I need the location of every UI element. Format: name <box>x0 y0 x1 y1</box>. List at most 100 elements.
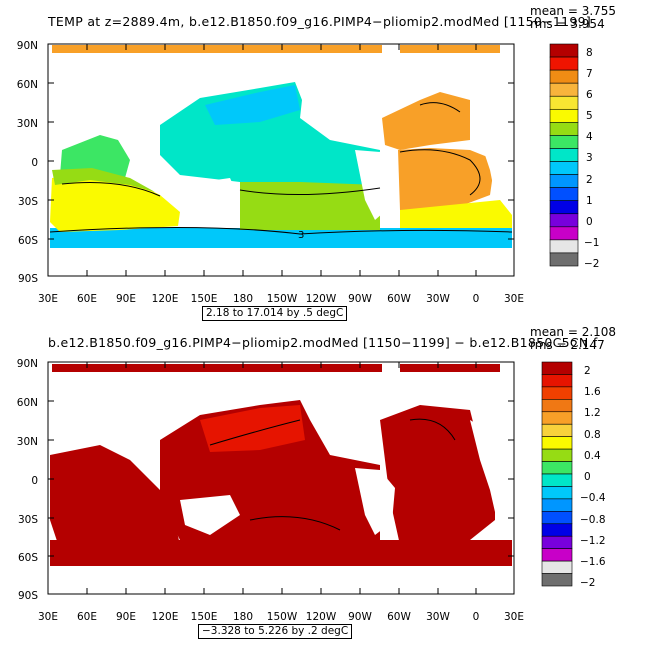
p1-lon-label-60w: 60W <box>387 293 411 305</box>
p1-lat-label-30n: 30N <box>16 118 38 130</box>
p2-lon-label-150w: 150W <box>266 611 298 623</box>
colorbar-swatch <box>541 535 573 549</box>
p2-land-africa <box>470 420 512 512</box>
p1-lat-label-90s: 90S <box>17 273 38 285</box>
p1-ticks <box>48 44 514 276</box>
colorbar-swatch <box>541 523 573 537</box>
p2-atlantic <box>380 405 495 545</box>
panel-1-contour-range: 2.18 to 17.014 by .5 degC <box>202 306 348 321</box>
colorbar-swatch <box>549 239 579 254</box>
colorbar-swatch <box>549 161 579 175</box>
p2-colorbar-label-neg1.2: −1.2 <box>580 535 606 547</box>
colorbar-swatch <box>549 122 579 136</box>
p1-land-sa <box>355 150 395 220</box>
p1-indian-band <box>52 168 155 192</box>
panel-1-frame <box>47 43 515 277</box>
colorbar-swatch <box>541 374 573 388</box>
p2-arctic-strip-east <box>400 364 500 372</box>
p2-lat-label-60s: 60S <box>17 552 38 564</box>
p2-contour-line-3 <box>249 516 341 531</box>
p1-colorbar-label-neg1: −1 <box>584 237 600 249</box>
p1-contour-line-5 <box>419 102 461 113</box>
colorbar-swatch <box>541 560 573 574</box>
p2-lon-label-120w: 120W <box>305 611 337 623</box>
colorbar-swatch <box>549 213 579 228</box>
p1-lon-label-150e: 150E <box>190 293 218 305</box>
colorbar-swatch <box>549 174 579 188</box>
colorbar-swatch <box>541 361 573 375</box>
p1-atlantic-south-yellow <box>400 200 512 228</box>
panel-1-title: TEMP at z=2889.4m, b.e12.B1850.f09_g16.P… <box>48 14 592 29</box>
colorbar-swatch <box>541 548 573 562</box>
p1-atlantic-north <box>382 92 470 150</box>
panel-2-rms: rms = 2.147 <box>530 338 605 352</box>
panel-1-map: 3 <box>47 43 515 277</box>
p1-colorbar-label-neg2: −2 <box>584 258 600 270</box>
p2-arctic-strip <box>52 364 382 372</box>
p1-arctic-strip-east <box>400 45 500 53</box>
p1-land-africa <box>470 100 512 195</box>
p2-colorbar-label-neg1.6: −1.6 <box>580 556 606 568</box>
p2-lat-label-30n: 30N <box>16 436 38 448</box>
p2-lon-label-90e: 90E <box>116 611 136 623</box>
colorbar-swatch <box>541 423 573 437</box>
colorbar-swatch <box>541 399 573 413</box>
p2-lat-label-30s: 30S <box>17 514 38 526</box>
colorbar-swatch <box>541 473 573 487</box>
p2-lon-label-120e: 120E <box>151 611 179 623</box>
p1-colorbar-label-0: 0 <box>586 216 593 228</box>
colorbar-swatch <box>541 411 573 425</box>
colorbar-swatch <box>549 252 579 267</box>
p1-colorbar-label-7: 7 <box>586 68 593 80</box>
p2-lat-label-90n: 90N <box>16 358 38 370</box>
p2-lon-label-60e: 60E <box>77 611 97 623</box>
p2-lat-label-60n: 60N <box>16 397 38 409</box>
p1-lon-label-60e: 60E <box>77 293 97 305</box>
p1-lon-label-150w: 150W <box>266 293 298 305</box>
colorbar-swatch <box>549 148 579 162</box>
p1-colorbar-label-6: 6 <box>586 89 593 101</box>
colorbar-swatch <box>541 386 573 400</box>
colorbar-swatch <box>541 498 573 512</box>
colorbar-swatch <box>541 486 573 500</box>
p2-lat-label-0: 0 <box>31 475 38 487</box>
p1-indian-north <box>60 135 130 178</box>
p1-contour-line-2 <box>49 226 513 235</box>
p1-arctic-strip <box>52 45 382 53</box>
colorbar-swatch <box>549 56 579 71</box>
p1-contour-label: 3 <box>298 230 304 241</box>
p1-lon-label-30e: 30E <box>38 293 58 305</box>
p1-colorbar-label-2: 2 <box>586 174 593 186</box>
p1-lat-label-30s: 30S <box>17 196 38 208</box>
colorbar-swatch <box>541 511 573 525</box>
p2-southern-band <box>50 540 512 566</box>
p1-lon-label-90w: 90W <box>348 293 372 305</box>
colorbar-swatch <box>541 461 573 475</box>
panel-2-title: b.e12.B1850.f09_g16.PIMP4−pliomip2.modMe… <box>48 335 598 350</box>
p2-colorbar-label-0: 0 <box>584 471 591 483</box>
panel-1-mean: mean = 3.755 <box>530 4 617 18</box>
colorbar-swatch <box>549 69 579 84</box>
colorbar-swatch <box>541 448 573 462</box>
p1-land-australia <box>180 178 240 220</box>
p1-lon-label-120e: 120E <box>151 293 179 305</box>
colorbar-swatch <box>549 187 579 202</box>
p2-lon-label-30e-east: 30E <box>504 611 524 623</box>
p1-colorbar-label-8: 8 <box>586 47 593 59</box>
p2-lon-label-30w: 30W <box>426 611 450 623</box>
p2-colorbar-label-1.6: 1.6 <box>584 386 601 398</box>
panel-2-mean: mean = 2.108 <box>530 325 617 339</box>
p2-colorbar-label-0.4: 0.4 <box>584 450 601 462</box>
p1-contour-line-3 <box>239 187 381 196</box>
p2-contour-line-2 <box>409 418 456 441</box>
panel-2-colorbar <box>541 361 573 587</box>
p1-lon-label-90e: 90E <box>116 293 136 305</box>
p1-colorbar-label-3: 3 <box>586 152 593 164</box>
colorbar-swatch <box>549 108 579 123</box>
p1-southern-band <box>50 228 512 248</box>
p2-lon-label-30e: 30E <box>38 611 58 623</box>
p1-indian-ocean <box>50 172 180 232</box>
p2-colorbar-label-0.8: 0.8 <box>584 429 601 441</box>
p1-lon-label-180: 180 <box>232 293 254 305</box>
